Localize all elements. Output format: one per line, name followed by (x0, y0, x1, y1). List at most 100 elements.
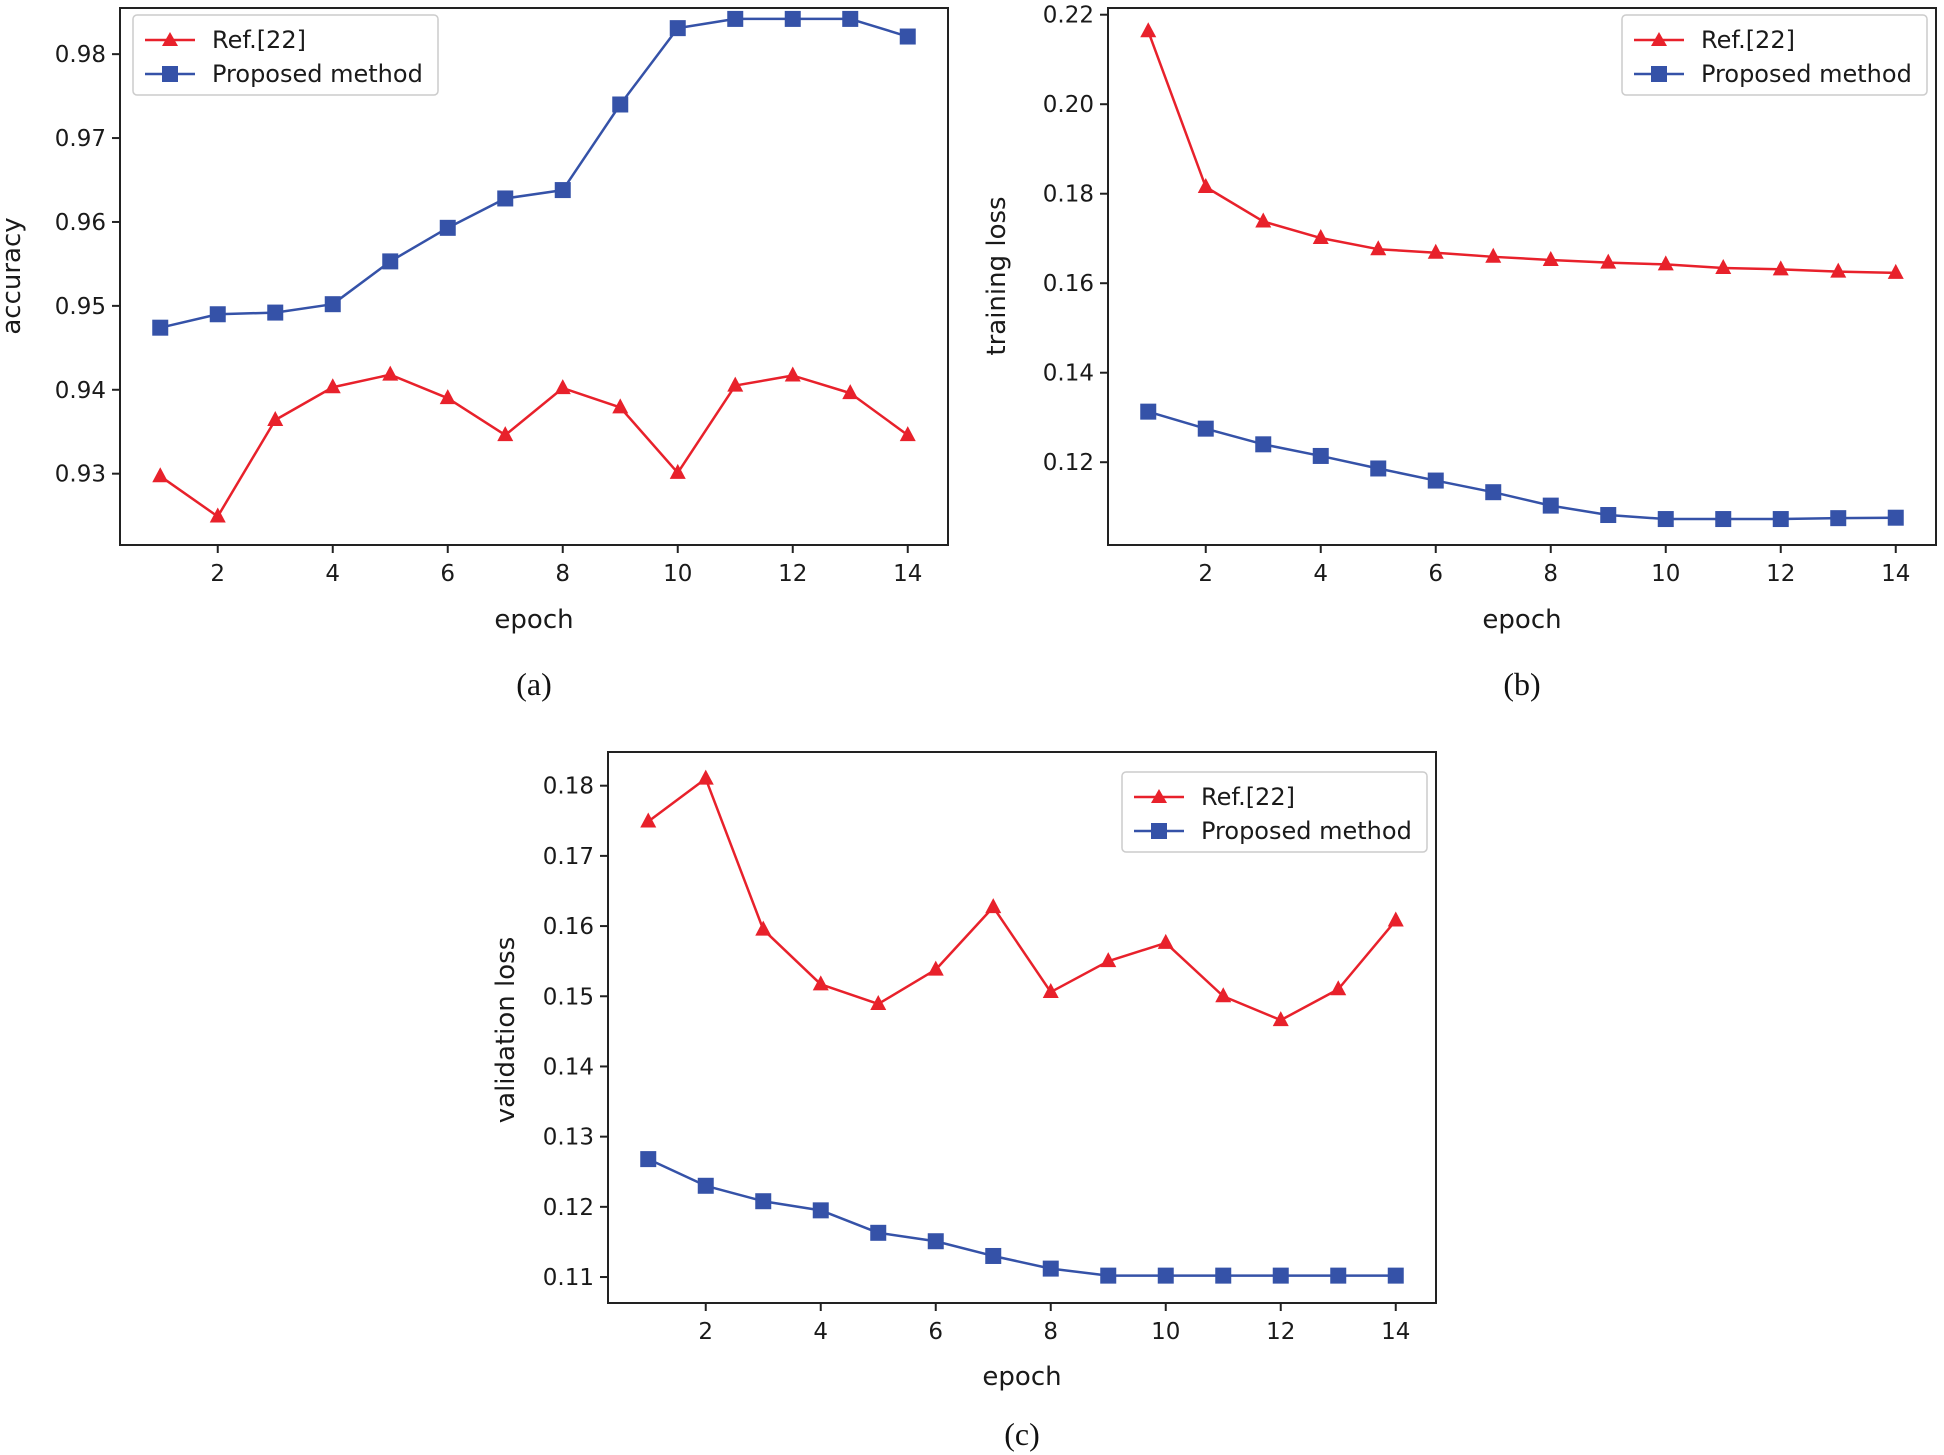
panel-c-ref-point (812, 975, 829, 991)
panel-b-ytick-label: 0.12 (1043, 450, 1094, 476)
panel-a-legend-proposed-marker (162, 66, 178, 82)
panel-a-xtick-label: 2 (210, 561, 225, 587)
panel-b-x-axis-label: epoch (1482, 605, 1561, 635)
panel-a-proposed-point (209, 306, 226, 323)
panel-b-proposed-point (1485, 484, 1502, 501)
panel-a-ref-point (899, 426, 916, 442)
panel-a-xtick-label: 6 (440, 561, 455, 587)
panel-b-ref-point (1140, 22, 1157, 38)
panel-c-legend-proposed-label: Proposed method (1201, 817, 1412, 845)
panel-b-ytick-label: 0.16 (1043, 271, 1094, 297)
panel-c-caption: (c) (1004, 1416, 1040, 1452)
panel-b-xtick-label: 14 (1881, 561, 1910, 587)
panel-c-ytick-label: 0.17 (543, 844, 594, 870)
panel-c-y-axis-label: validation loss (491, 937, 521, 1124)
panel-a-ytick-label: 0.98 (55, 42, 106, 68)
panel-b-ytick-label: 0.22 (1043, 3, 1094, 29)
panel-a-proposed-point (152, 319, 169, 336)
panel-c-legend: Ref.[22] Proposed method (1121, 771, 1428, 853)
panel-c-proposed-point (1215, 1267, 1232, 1284)
panel-c-ytick-label: 0.15 (543, 984, 594, 1010)
panel-a-legend-ref-marker (162, 32, 178, 46)
panel-b-proposed-point (1370, 460, 1387, 477)
panel-b-proposed-point (1772, 511, 1789, 528)
panel-c-xticks: 2 4 6 8 10 12 14 (698, 1303, 1410, 1345)
panel-c-ref-point (755, 920, 772, 936)
panel-c-ref-point (1042, 983, 1059, 999)
panel-a-xtick-label: 4 (325, 561, 340, 587)
panel-a-proposed-point (727, 10, 744, 27)
panel-c-xtick-label: 8 (1043, 1319, 1058, 1345)
panel-c-ref-point (1215, 987, 1232, 1003)
panel-a-ref-point (439, 389, 456, 405)
panel-a-ytick-label: 0.93 (55, 462, 106, 488)
panel-a-legend-box (132, 14, 439, 96)
panel-b-ref-point (1197, 178, 1214, 193)
panel-c-legend-box (1121, 771, 1428, 853)
panel-c-xtick-label: 14 (1381, 1319, 1410, 1345)
panel-c-proposed-point (985, 1247, 1002, 1264)
panel-a-ref-point (669, 463, 686, 479)
panel-a-proposed-point (669, 20, 686, 37)
panel-a-ref-point (267, 410, 284, 426)
panel-c-ref-point (1100, 952, 1117, 968)
panel-b-proposed-point (1140, 403, 1157, 420)
panel-b-caption: (b) (1503, 666, 1540, 702)
panel-b-proposed-line (1147, 410, 1896, 521)
panel-b-proposed-point (1600, 507, 1617, 524)
panel-a-proposed-point (842, 10, 859, 27)
panel-c-ytick-label: 0.14 (543, 1054, 594, 1080)
panel-a-proposed-point (324, 296, 341, 313)
panel-b-ref-point (1657, 255, 1674, 271)
panel-c-proposed-point (1157, 1267, 1174, 1284)
panel-c-x-axis-label: epoch (982, 1362, 1061, 1392)
panel-c-ytick-label: 0.11 (543, 1265, 594, 1291)
panel-c-ref-point (1387, 911, 1404, 927)
panel-c-ref-line (647, 777, 1397, 1022)
panel-c-proposed-point (1042, 1260, 1059, 1277)
panel-c-series (640, 769, 1404, 1284)
panel-a-ref-point (727, 376, 744, 392)
panel-a-xtick-label: 10 (663, 561, 692, 587)
panel-b-proposed-point (1830, 510, 1847, 527)
panel-b-proposed-point (1657, 511, 1674, 528)
panel-a-proposed-point (497, 190, 514, 207)
panel-b-xtick-label: 6 (1428, 561, 1443, 587)
panel-b-ref-point (1485, 247, 1502, 263)
panel-a-xtick-label: 8 (555, 561, 570, 587)
panel-a-ytick-label: 0.94 (55, 378, 106, 404)
panel-b-proposed-point (1427, 472, 1444, 489)
panel-c-proposed-line (647, 1157, 1396, 1277)
panel-b-legend-ref-marker (1651, 32, 1667, 46)
panel-c-ref-point (927, 960, 944, 976)
panel-a-ytick-label: 0.97 (55, 126, 106, 152)
panel-a-ref-point (324, 378, 341, 394)
panel-b-ref-point (1715, 258, 1732, 274)
panel-a-ref-point (842, 384, 859, 400)
panel-c-xtick-label: 2 (698, 1319, 713, 1345)
panel-c-ytick-label: 0.13 (543, 1125, 594, 1151)
panel-c-proposed-point (812, 1202, 829, 1219)
panel-b-legend-box (1621, 14, 1928, 96)
panel-a-proposed-point (382, 253, 399, 270)
panel-b-xtick-label: 12 (1766, 561, 1795, 587)
panel-b-proposed-point (1715, 511, 1732, 528)
panel-b-proposed-point (1312, 447, 1329, 464)
panel-b-xtick-label: 4 (1313, 561, 1328, 587)
panel-c-proposed-point (1387, 1267, 1404, 1284)
panel-a-x-axis-label: epoch (494, 605, 573, 635)
panel-b-y-axis-label: training loss (982, 196, 1012, 355)
panel-b-ref-point (1830, 262, 1847, 278)
panel-b-xtick-label: 8 (1543, 561, 1558, 587)
panel-b-proposed-point (1887, 509, 1904, 526)
panel-a-ref-point (554, 379, 571, 395)
panel-b: 2 4 6 8 10 12 14 0.12 0.14 0.16 0.18 0.20 0.22 epoc… (982, 3, 1937, 702)
panel-c-ytick-label: 0.12 (543, 1195, 594, 1221)
panel-c-proposed-point (1330, 1267, 1347, 1284)
panel-a-xtick-label: 14 (893, 561, 922, 587)
panel-b-xtick-label: 2 (1198, 561, 1213, 587)
panel-b-legend-ref-label: Ref.[22] (1701, 26, 1795, 54)
panel-a-xticks: 2 4 6 8 10 12 14 (210, 545, 922, 587)
panel-c-proposed-point (927, 1233, 944, 1250)
panel-c-legend-ref-marker (1151, 789, 1167, 803)
